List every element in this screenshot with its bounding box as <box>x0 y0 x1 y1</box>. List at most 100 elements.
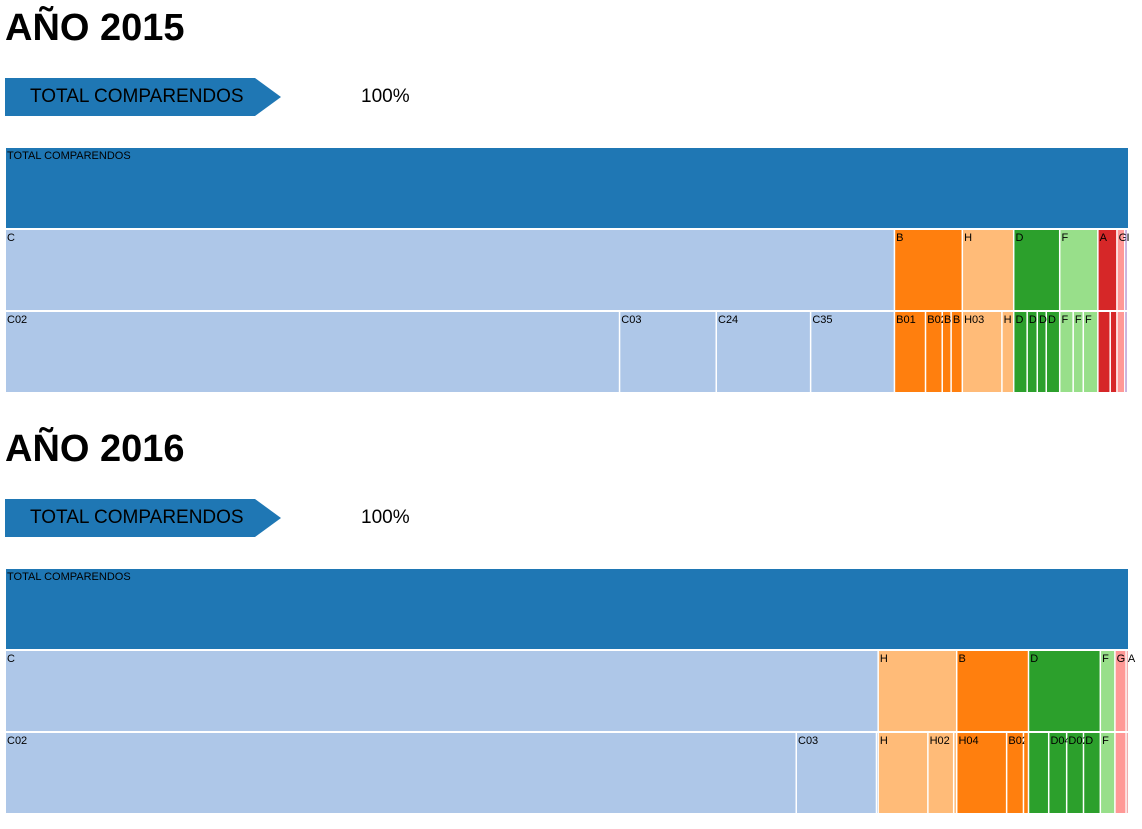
icicle-node-b-label: B <box>944 314 951 326</box>
breadcrumb-item-total[interactable]: TOTAL COMPARENDOS <box>5 499 281 537</box>
icicle-node-f[interactable] <box>1060 312 1073 392</box>
icicle-node-leaf[interactable] <box>1117 312 1125 392</box>
icicle-node-i-label: I <box>1127 232 1130 244</box>
icicle-node-b-label: B <box>958 653 965 665</box>
icicle-node-b02[interactable] <box>926 312 942 392</box>
year-title: AÑO 2016 <box>5 428 185 470</box>
icicle-node-c[interactable] <box>6 651 878 731</box>
icicle-node-d[interactable] <box>1014 312 1027 392</box>
icicle-node-d02-label: D02 <box>1068 735 1088 747</box>
icicle-node-h03[interactable] <box>963 312 1002 392</box>
year-title: AÑO 2015 <box>5 7 185 49</box>
icicle-node-g-label: G <box>1119 232 1128 244</box>
icicle-node-c02-label: C02 <box>7 735 27 747</box>
icicle-node-leaf[interactable] <box>1029 733 1048 813</box>
icicle-node-c-label: C <box>7 653 15 665</box>
icicle-node-total[interactable] <box>6 148 1128 228</box>
icicle-node-i[interactable] <box>1125 230 1127 310</box>
icicle-node-c[interactable] <box>6 230 894 310</box>
icicle-chart-2016: TOTAL COMPARENDOS C C02 C03 H H H02 B H04 B02 D D04… <box>6 569 1136 813</box>
icicle-node-d-label: D <box>1030 653 1038 665</box>
icicle-node-c03-label: C03 <box>798 735 818 747</box>
icicle-node-g[interactable] <box>1117 230 1125 310</box>
icicle-node-b[interactable] <box>895 230 962 310</box>
icicle-node-f-label: F <box>1102 735 1109 747</box>
icicle-node-d[interactable] <box>1038 312 1046 392</box>
icicle-node-b[interactable] <box>957 651 1028 731</box>
icicle-node-total[interactable] <box>6 569 1128 649</box>
icicle-node-b02-label: B02 <box>1008 735 1028 747</box>
icicle-node-a[interactable] <box>1098 230 1117 310</box>
icicle-node-total-label: TOTAL COMPARENDOS <box>7 150 131 162</box>
icicle-node-d[interactable] <box>1084 733 1100 813</box>
icicle-node-leaf[interactable] <box>1024 733 1028 813</box>
icicle-node-h-label: H <box>880 653 888 665</box>
icicle-node-c03-label: C03 <box>621 314 641 326</box>
icicle-node-h[interactable] <box>878 733 928 813</box>
icicle-node-g-label: G <box>1117 653 1126 665</box>
icicle-node-h-label: H <box>964 232 972 244</box>
icicle-node-d[interactable] <box>1046 312 1059 392</box>
icicle-node-c02-label: C02 <box>7 314 27 326</box>
icicle-node-leaf[interactable] <box>1098 312 1110 392</box>
icicle-node-h02[interactable] <box>928 733 953 813</box>
icicle-node-h[interactable] <box>878 651 956 731</box>
icicle-node-d-label: D <box>1039 314 1047 326</box>
percentage-readout: 100% <box>361 507 410 528</box>
percentage-readout: 100% <box>361 86 410 107</box>
icicle-node-d-label: D <box>1029 314 1037 326</box>
icicle-node-d-label: D <box>1015 314 1023 326</box>
icicle-node-d04-label: D04 <box>1050 735 1070 747</box>
icicle-node-d[interactable] <box>1029 651 1100 731</box>
icicle-node-c24[interactable] <box>717 312 810 392</box>
breadcrumb-item-total[interactable]: TOTAL COMPARENDOS <box>5 78 281 116</box>
icicle-node-leaf[interactable] <box>1110 312 1117 392</box>
icicle-node-f[interactable] <box>1060 230 1098 310</box>
icicle-node-b-label: B <box>896 232 903 244</box>
icicle-node-f-label: F <box>1075 314 1082 326</box>
icicle-node-a[interactable] <box>1126 651 1128 731</box>
icicle-node-c02[interactable] <box>6 733 796 813</box>
icicle-node-f[interactable] <box>1101 733 1115 813</box>
icicle-node-d[interactable] <box>1027 312 1037 392</box>
icicle-node-f-label: F <box>1061 314 1068 326</box>
icicle-node-f-label: F <box>1102 653 1109 665</box>
icicle-node-a-label: A <box>1128 653 1136 665</box>
icicle-node-c02[interactable] <box>6 312 619 392</box>
icicle-node-b-label: B <box>953 314 960 326</box>
icicle-node-leaf[interactable] <box>1126 733 1128 813</box>
icicle-node-h-label: H <box>1004 314 1012 326</box>
icicle-node-leaf[interactable] <box>1115 733 1126 813</box>
icicle-node-d-label: D <box>1048 314 1056 326</box>
icicle-node-leaf[interactable] <box>954 733 956 813</box>
icicle-node-h02-label: H02 <box>930 735 950 747</box>
icicle-node-d04[interactable] <box>1049 733 1066 813</box>
icicle-node-c35[interactable] <box>811 312 894 392</box>
icicle-node-f-label: F <box>1061 232 1068 244</box>
icicle-node-h04[interactable] <box>957 733 1006 813</box>
icicle-node-f-label: F <box>1085 314 1092 326</box>
icicle-node-b01-label: B01 <box>896 314 916 326</box>
icicle-node-d02[interactable] <box>1067 733 1083 813</box>
icicle-node-g[interactable] <box>1115 651 1126 731</box>
icicle-node-f[interactable] <box>1101 651 1115 731</box>
icicle-node-b02-label: B02 <box>927 314 947 326</box>
icicle-node-c03[interactable] <box>620 312 716 392</box>
icicle-node-h[interactable] <box>1002 312 1013 392</box>
icicle-node-d[interactable] <box>1014 230 1059 310</box>
icicle-node-h[interactable] <box>963 230 1013 310</box>
icicle-node-leaf[interactable] <box>1125 312 1127 392</box>
icicle-node-f[interactable] <box>1084 312 1098 392</box>
icicle-node-b[interactable] <box>942 312 951 392</box>
icicle-node-h04-label: H04 <box>958 735 978 747</box>
icicle-node-total-label: TOTAL COMPARENDOS <box>7 571 131 583</box>
icicle-node-leaf[interactable] <box>877 733 878 813</box>
icicle-node-c24-label: C24 <box>718 314 738 326</box>
icicle-node-d-label: D <box>1015 232 1023 244</box>
icicle-node-c03[interactable] <box>797 733 876 813</box>
icicle-node-f[interactable] <box>1073 312 1083 392</box>
icicle-node-b01[interactable] <box>895 312 925 392</box>
icicle-node-b[interactable] <box>951 312 962 392</box>
icicle-node-b02[interactable] <box>1007 733 1023 813</box>
